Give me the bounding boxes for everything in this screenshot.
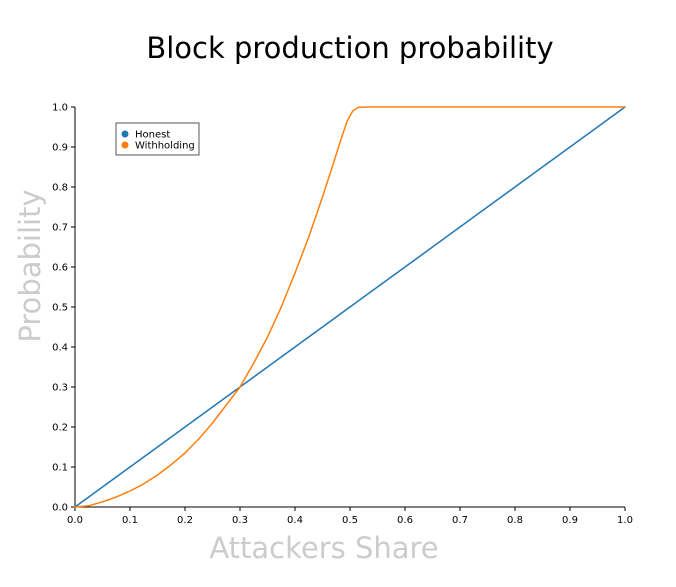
y-tick-label: 0.1 <box>52 463 68 474</box>
y-tick-label: 0.4 <box>52 343 68 354</box>
y-ticks: 0.0 0.1 0.2 0.3 0.4 0.5 0.6 0.7 0.8 0.9 1.0 <box>52 103 75 514</box>
x-tick-label: 1.0 <box>617 515 633 526</box>
series-line-honest <box>74 106 626 508</box>
y-tick-label: 0.6 <box>52 263 68 274</box>
y-tick-label: 0.2 <box>52 423 68 434</box>
x-tick-label: 0.5 <box>342 515 358 526</box>
y-tick-label: 0.8 <box>52 183 68 194</box>
x-tick-label: 0.9 <box>562 515 578 526</box>
x-tick-label: 0.6 <box>397 515 413 526</box>
x-tick-label: 0.0 <box>67 515 83 526</box>
legend-label-honest: Honest <box>135 130 170 141</box>
plot-area: 0.0 0.1 0.2 0.3 0.4 0.5 0.6 0.7 0.8 0.9 1.0 0.0 0.1… <box>52 103 633 527</box>
legend-marker-honest <box>121 130 129 138</box>
x-tick-label: 0.8 <box>507 515 523 526</box>
x-axis-label: Attackers Share <box>209 531 438 565</box>
legend-label-withholding: Withholding <box>135 141 195 152</box>
y-axis-label: Probability <box>13 189 47 342</box>
y-tick-label: 0.3 <box>52 383 68 394</box>
y-tick-label: 0.0 <box>52 503 68 514</box>
x-tick-label: 0.3 <box>232 515 248 526</box>
x-tick-label: 0.4 <box>287 515 303 526</box>
y-tick-label: 0.5 <box>52 303 68 314</box>
y-tick-label: 1.0 <box>52 103 68 114</box>
y-tick-label: 0.9 <box>52 143 68 154</box>
x-tick-label: 0.1 <box>122 515 138 526</box>
series-line-withholding <box>74 106 626 508</box>
x-tick-label: 0.2 <box>177 515 193 526</box>
legend-box <box>115 122 200 156</box>
chart-title: Block production probability <box>146 31 553 65</box>
x-ticks: 0.0 0.1 0.2 0.3 0.4 0.5 0.6 0.7 0.8 0.9 1.0 <box>67 507 633 526</box>
y-tick-label: 0.7 <box>52 223 68 234</box>
legend-marker-withholding <box>121 141 129 149</box>
x-tick-label: 0.7 <box>452 515 468 526</box>
series-layer <box>74 106 626 508</box>
